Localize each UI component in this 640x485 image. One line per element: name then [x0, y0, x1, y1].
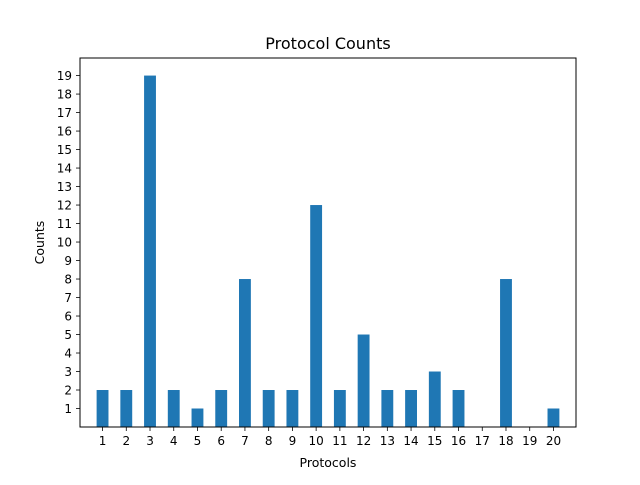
y-tick-label: 7 [64, 291, 72, 305]
y-tick-label: 4 [64, 347, 72, 361]
y-tick-label: 18 [57, 88, 72, 102]
y-tick-label: 13 [57, 180, 72, 194]
x-tick-label: 10 [308, 434, 323, 448]
x-tick-label: 2 [122, 434, 130, 448]
x-axis-label: Protocols [300, 455, 357, 470]
x-tick-label: 4 [170, 434, 178, 448]
y-tick-label: 16 [57, 125, 72, 139]
y-tick-label: 8 [64, 273, 72, 287]
y-tick-label: 1 [64, 402, 72, 416]
y-tick-label: 10 [57, 236, 72, 250]
bar-6 [215, 390, 228, 427]
y-tick-label: 14 [57, 162, 72, 176]
x-tick-label: 6 [217, 434, 225, 448]
bar-8 [262, 390, 275, 427]
x-tick-label: 13 [380, 434, 395, 448]
bar-2 [120, 390, 133, 427]
y-axis-label: Counts [32, 221, 47, 265]
plot-area-frame [79, 57, 577, 428]
bar-5 [191, 408, 204, 427]
bar-4 [167, 390, 180, 427]
x-tick-label: 3 [146, 434, 154, 448]
bar-7 [239, 279, 251, 427]
y-tick-label: 19 [57, 69, 72, 83]
y-tick-label: 9 [64, 254, 72, 268]
bars-group [96, 75, 560, 428]
bar-9 [286, 390, 299, 427]
x-tick-label: 11 [332, 434, 347, 448]
y-tick-label: 15 [57, 143, 72, 157]
x-tick-label: 17 [475, 434, 490, 448]
y-tick-label: 2 [64, 384, 72, 398]
bar-18 [500, 279, 512, 427]
x-tick-label: 8 [265, 434, 273, 448]
x-axis-ticks: 1 2 3 4 5 6 7 8 9 10 11 12 13 14 15 16 17 18 19 20 [99, 427, 561, 448]
x-tick-label: 19 [522, 434, 537, 448]
y-tick-label: 5 [64, 328, 72, 342]
y-tick-label: 17 [57, 106, 72, 120]
bar-13 [381, 390, 394, 427]
chart-title: Protocol Counts [265, 34, 390, 53]
bar-15 [428, 371, 441, 427]
x-tick-label: 18 [498, 434, 513, 448]
bar-1 [96, 390, 109, 427]
x-tick-label: 9 [289, 434, 297, 448]
x-tick-label: 7 [241, 434, 249, 448]
bar-3 [144, 75, 156, 428]
y-tick-label: 3 [64, 365, 72, 379]
x-tick-label: 15 [427, 434, 442, 448]
x-tick-label: 20 [546, 434, 561, 448]
x-tick-label: 5 [194, 434, 202, 448]
x-tick-label: 1 [99, 434, 107, 448]
bar-11 [333, 390, 346, 427]
bar-10 [310, 205, 323, 427]
y-tick-label: 12 [57, 199, 72, 213]
bar-14 [405, 390, 417, 427]
y-tick-label: 6 [64, 310, 72, 324]
x-tick-label: 16 [451, 434, 466, 448]
x-tick-label: 14 [403, 434, 418, 448]
x-tick-label: 12 [356, 434, 371, 448]
y-tick-label: 11 [57, 217, 72, 231]
bar-16 [452, 390, 465, 427]
bar-12 [357, 334, 370, 427]
bar-20 [547, 408, 560, 427]
